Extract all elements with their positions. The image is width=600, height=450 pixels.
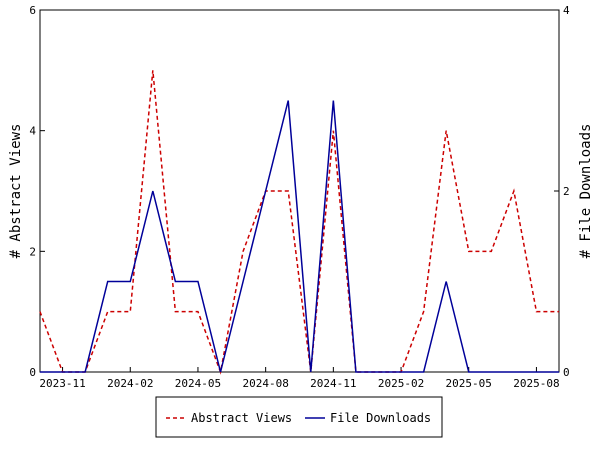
y-left-tick-label: 0: [29, 366, 36, 379]
x-tick-label: 2025-02: [378, 377, 424, 390]
x-tick-label: 2024-11: [310, 377, 356, 390]
legend-label-file-downloads: File Downloads: [330, 411, 431, 425]
y-right-tick-label: 4: [563, 4, 570, 17]
series-line-file-downloads: [40, 100, 559, 373]
series-line-abstract-views: [39, 70, 559, 375]
x-tick-label: 2023-11: [39, 377, 85, 390]
y-axis-right-title: # File Downloads: [578, 124, 594, 259]
series-layer: [39, 70, 559, 375]
x-tick-label: 2025-05: [446, 377, 492, 390]
legend-label-abstract-views: Abstract Views: [191, 411, 292, 425]
y-left-tick-label: 6: [29, 4, 36, 17]
x-tick-label: 2024-05: [175, 377, 221, 390]
plot-area: [39, 9, 560, 373]
x-tick-label: 2025-08: [513, 377, 559, 390]
y-right-tick-label: 2: [563, 185, 570, 198]
y-left-tick-label: 4: [29, 125, 36, 138]
y-right-tick-label: 0: [563, 366, 570, 379]
x-tick-label: 2024-08: [242, 377, 288, 390]
x-tick-label: 2024-02: [107, 377, 153, 390]
y-axis-left-title: # Abstract Views: [8, 124, 24, 259]
x-axis: 2023-11 2024-02 2024-05 2024-08 2024-11 2025-…: [39, 367, 560, 390]
legend: Abstract Views File Downloads: [155, 396, 443, 438]
legend-box: [155, 396, 443, 438]
y-left-tick-label: 2: [29, 245, 36, 258]
